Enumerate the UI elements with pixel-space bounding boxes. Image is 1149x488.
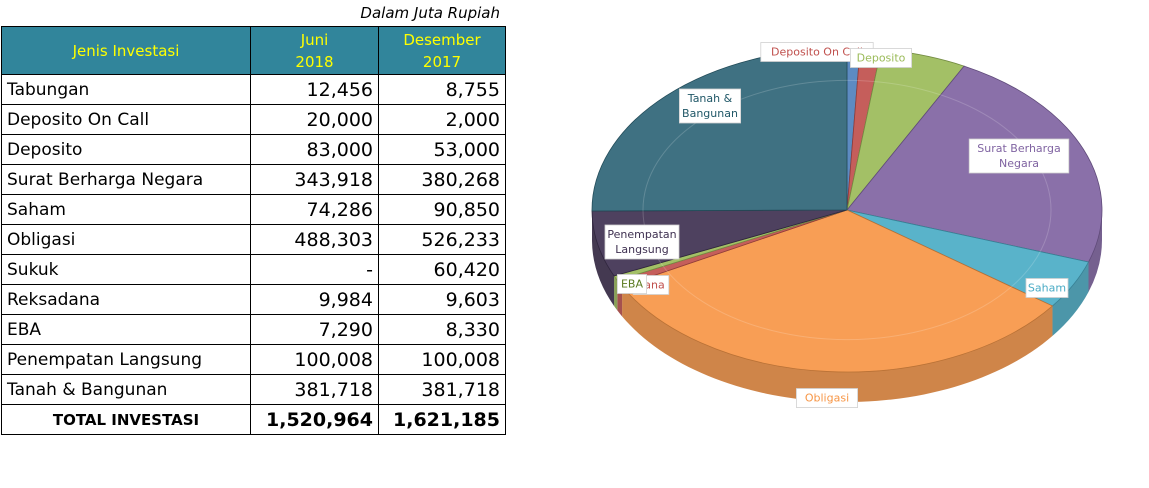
header-juni-label: Juni — [300, 30, 329, 49]
row-value-dec2017: 60,420 — [378, 254, 506, 285]
table-row: Tanah & Bangunan 381,718 381,718 — [1, 374, 506, 405]
total-value-dec2017: 1,621,185 — [378, 404, 506, 435]
row-value-jun2018: 488,303 — [250, 224, 379, 255]
row-name: Obligasi — [1, 224, 251, 255]
header-desember-2017: Desember 2017 — [378, 26, 506, 75]
pie-label-box — [679, 88, 742, 124]
row-value-dec2017: 90,850 — [378, 194, 506, 225]
total-value-jun2018: 1,520,964 — [250, 404, 379, 435]
pie-label-box — [604, 224, 680, 260]
row-value-jun2018: 7,290 — [250, 314, 379, 345]
row-name: Saham — [1, 194, 251, 225]
pie-label-text: EBA — [621, 278, 643, 291]
row-value-dec2017: 53,000 — [378, 134, 506, 165]
pie-label-text: Langsung — [615, 243, 668, 256]
pie-label-text: Tanah & — [687, 92, 733, 105]
row-name: Deposito — [1, 134, 251, 165]
pie-side-saham — [1052, 262, 1089, 336]
pie-top — [591, 47, 1103, 373]
table-row: Saham 74,286 90,850 — [1, 194, 506, 225]
row-name: Penempatan Langsung — [1, 344, 251, 375]
row-value-jun2018: 343,918 — [250, 164, 379, 195]
table-row: Tabungan 12,456 8,755 — [1, 74, 506, 105]
total-row: TOTAL INVESTASI 1,520,964 1,621,185 — [1, 404, 506, 435]
pie-side-eba — [614, 275, 618, 311]
row-value-dec2017: 8,330 — [378, 314, 506, 345]
row-value-jun2018: 381,718 — [250, 374, 379, 405]
table-row: Obligasi 488,303 526,233 — [1, 224, 506, 255]
row-value-jun2018: 83,000 — [250, 134, 379, 165]
pie-label-box — [795, 388, 858, 408]
pie-side-surat-berharga-negara — [1088, 210, 1102, 293]
row-name: Tabungan — [1, 74, 251, 105]
table-row: Sukuk -60,420 — [1, 254, 506, 285]
row-value-jun2018: - — [250, 254, 379, 285]
header-jenis-investasi: Jenis Investasi — [1, 26, 251, 75]
pie-label-text: Penempatan — [607, 228, 676, 241]
pie-label-box — [849, 48, 912, 68]
unit-note: Dalam Juta Rupiah — [360, 4, 500, 22]
investment-table: Jenis Investasi Juni 2018 Desember 2017 … — [1, 26, 506, 435]
pie-label-text: Negara — [999, 157, 1039, 170]
row-value-dec2017: 100,008 — [378, 344, 506, 375]
pie-side-obligasi — [622, 286, 1053, 402]
pie-highlight-ring — [642, 79, 1052, 341]
pie-label-surat-berharga-negara: Surat Berharga Negara — [968, 138, 1070, 174]
pie-label-text: Obligasi — [805, 392, 849, 405]
table-header-row: Jenis Investasi Juni 2018 Desember 2017 — [1, 26, 506, 75]
pie-label-box — [1025, 278, 1069, 298]
row-value-dec2017: 2,000 — [378, 104, 506, 135]
table-row: Penempatan Langsung 100,008 100,008 — [1, 344, 506, 375]
pie-label-text: Deposito On Call — [771, 46, 863, 59]
row-name: EBA — [1, 314, 251, 345]
pie-label-tanah-bangunan: Tanah & Bangunan — [679, 88, 742, 124]
pie-side-penempatan-langsung — [592, 210, 615, 306]
row-value-jun2018: 20,000 — [250, 104, 379, 135]
pie-slice-tanah-bangunan — [591, 47, 848, 212]
header-juni-2018: Juni 2018 — [250, 26, 379, 75]
pie-label-text: Saham — [1028, 282, 1066, 295]
header-2017-label: 2017 — [422, 52, 462, 71]
row-name: Surat Berharga Negara — [1, 164, 251, 195]
row-value-dec2017: 526,233 — [378, 224, 506, 255]
total-label: TOTAL INVESTASI — [1, 404, 251, 435]
header-desember-label: Desember — [403, 30, 481, 49]
row-value-dec2017: 380,268 — [378, 164, 506, 195]
row-value-dec2017: 8,755 — [378, 74, 506, 105]
pie-label-deposito-on-call: Deposito On Call — [760, 42, 874, 62]
pie-label-text: Deposito — [857, 52, 906, 65]
row-name: Sukuk — [1, 254, 251, 285]
header-2018-label: 2018 — [295, 52, 334, 71]
row-value-dec2017: 9,603 — [378, 284, 506, 315]
row-name: Deposito On Call — [1, 104, 251, 135]
row-value-jun2018: 12,456 — [250, 74, 379, 105]
pie-sides — [592, 210, 1102, 402]
row-value-jun2018: 9,984 — [250, 284, 379, 315]
pie-label-box — [617, 274, 648, 294]
row-name: Reksadana — [1, 284, 251, 315]
pie-label-eba: EBA — [617, 274, 648, 294]
pie-label-saham: Saham — [1025, 278, 1069, 298]
table-row: EBA 7,290 8,330 — [1, 314, 506, 345]
table-row: Deposito 83,000 53,000 — [1, 134, 506, 165]
row-value-dec2017: 381,718 — [378, 374, 506, 405]
table-row: Deposito On Call 20,000 2,000 — [1, 104, 506, 135]
row-name: Tanah & Bangunan — [1, 374, 251, 405]
row-value-jun2018: 74,286 — [250, 194, 379, 225]
pie-label-text: Bangunan — [682, 107, 738, 120]
table-row: Surat Berharga Negara 343,918 380,268 — [1, 164, 506, 195]
row-value-jun2018: 100,008 — [250, 344, 379, 375]
pie-label-obligasi: Obligasi — [795, 388, 858, 408]
pie-slice-obligasi — [621, 209, 1054, 373]
pie-label-text: Surat Berharga — [977, 142, 1060, 155]
pie-label-box — [968, 138, 1070, 174]
pie-label-deposito: Deposito — [849, 48, 912, 68]
table-row: Reksadana 9,984 9,603 — [1, 284, 506, 315]
pie-label-penempatan-langsung: Penempatan Langsung — [604, 224, 680, 260]
